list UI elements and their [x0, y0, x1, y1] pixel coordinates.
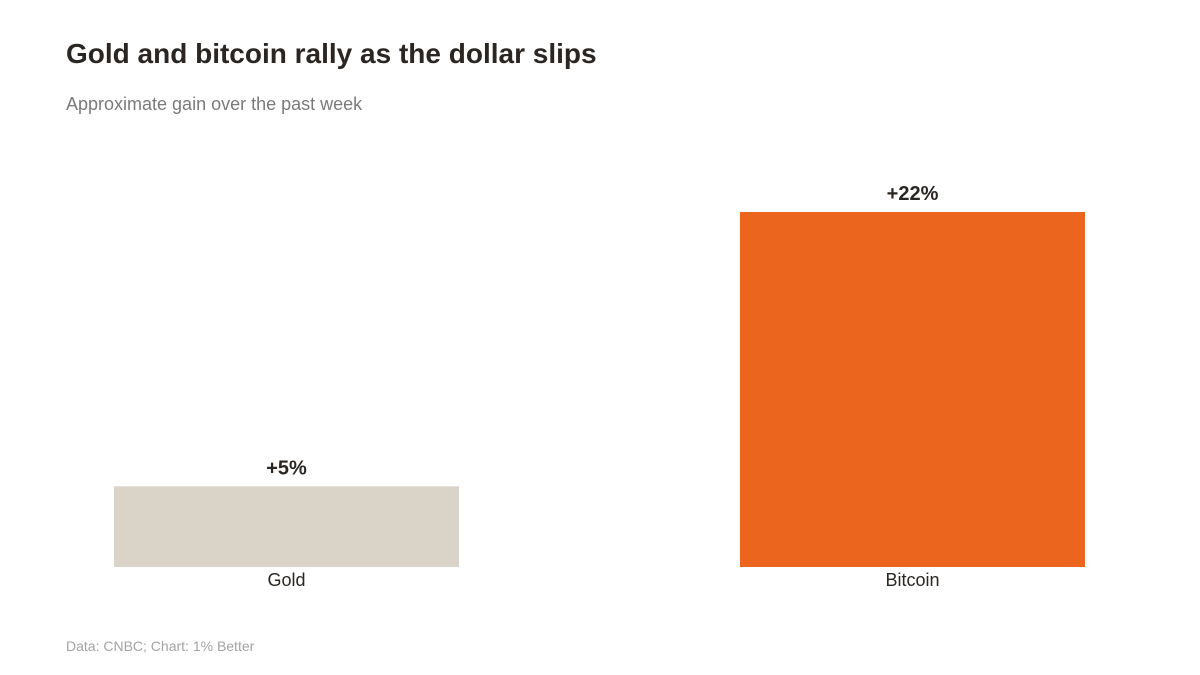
data-label-gold: +5%: [266, 457, 307, 479]
chart-title: Gold and bitcoin rally as the dollar sli…: [66, 38, 597, 69]
category-label-gold: Gold: [267, 570, 305, 590]
chart-subtitle: Approximate gain over the past week: [66, 94, 363, 114]
category-label-bitcoin: Bitcoin: [885, 570, 939, 590]
source-note: Data: CNBC; Chart: 1% Better: [66, 638, 255, 654]
bar-bitcoin: [740, 212, 1085, 567]
bar-gold: [114, 486, 459, 567]
data-label-bitcoin: +22%: [887, 183, 939, 205]
